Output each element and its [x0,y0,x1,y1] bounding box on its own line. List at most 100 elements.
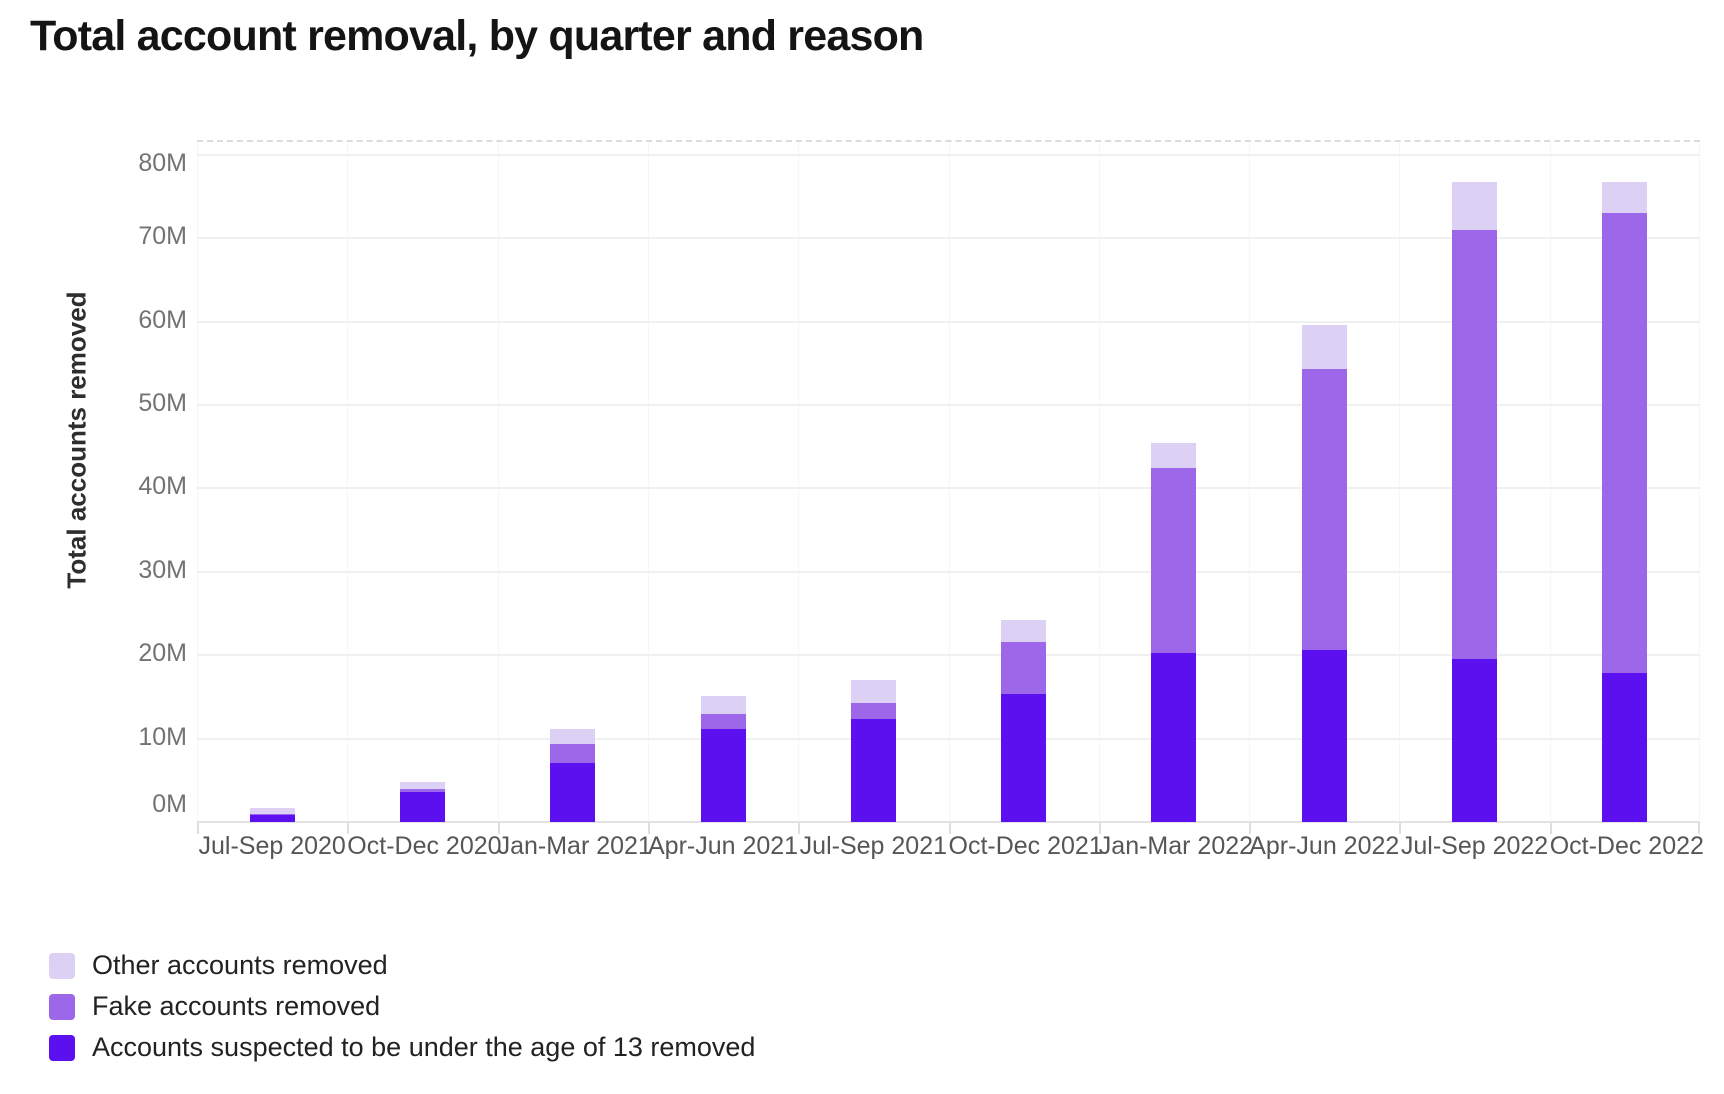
column-separator [1550,142,1551,822]
x-axis-tick [1399,822,1401,834]
bar-segment [550,743,596,763]
bar-Jul-Sep 2021 [850,142,896,822]
plot-area [197,140,1700,834]
bar-Jul-Sep 2022 [1452,142,1498,822]
legend-label: Fake accounts removed [92,991,381,1021]
bar-segment [850,718,896,822]
bar-segment [1001,620,1047,642]
x-axis-tick [1099,822,1101,834]
x-axis-tick-label: Jan-Mar 2022 [1098,832,1254,860]
x-axis-tick-label: Apr-Jun 2022 [1249,832,1400,860]
x-axis-tick-label: Jul-Sep 2021 [799,832,947,860]
bar-Jan-Mar 2022 [1151,142,1197,822]
bar-segment [700,714,746,729]
bar-segment [1151,652,1197,822]
column-separator [648,142,649,822]
bar-segment [1001,641,1047,695]
legend: Other accounts removed Fake accounts remo… [49,950,756,1075]
bar-segment [1602,182,1648,214]
bar-segment [1151,468,1197,653]
bar-Jul-Sep 2020 [249,142,295,822]
x-axis-tick-label: Jul-Sep 2022 [1400,832,1549,860]
legend-swatch [49,993,75,1020]
bar-segment [1151,442,1197,469]
bar-Oct-Dec 2022 [1602,142,1648,822]
legend-swatch [49,1034,75,1061]
x-axis-tick [1550,822,1552,834]
x-axis-tick-label: Jul-Sep 2020 [198,832,346,860]
x-axis-tick [197,822,199,834]
column-separator [1099,142,1100,822]
gridline [197,487,1700,490]
bar-segment [399,789,445,792]
gridline [197,237,1700,240]
bar-segment [1452,229,1498,659]
x-axis-tick-label: Oct-Dec 2021 [948,832,1103,860]
bar-segment [399,791,445,822]
bar-segment [249,813,295,815]
bar-Apr-Jun 2021 [700,142,746,822]
x-axis-line [197,821,1700,823]
bar-segment [1452,658,1498,822]
legend-label: Accounts suspected to be under the age o… [92,1032,756,1062]
bar-segment [700,728,746,822]
x-axis-tick [347,822,349,834]
bar-Apr-Jun 2022 [1301,142,1347,822]
x-axis-tick-label: Jan-Mar 2021 [497,832,652,860]
y-axis-tick-label: 30M [138,555,187,584]
bar-segment [249,814,295,822]
y-axis-tick-label: 60M [138,305,187,334]
x-axis-tick [1698,822,1700,834]
bar-segment [1001,694,1047,822]
bar-segment [1452,181,1498,230]
column-separator [949,142,950,822]
bar-segment [550,728,596,744]
x-axis-tick [498,822,500,834]
x-axis-tick [648,822,650,834]
y-axis-tick-label: 0M [152,790,187,818]
y-axis-tick-label: 40M [138,472,187,501]
y-axis-tick-label: 10M [138,722,187,751]
gridline [197,153,1700,156]
gridline [197,320,1700,323]
column-separator [1699,142,1700,822]
stacked-bar-chart: Total accounts removed 0M 10M 20M 30M 40M 50M… [61,140,1704,860]
column-separator [347,142,348,822]
x-axis-tick [949,822,951,834]
bar-segment [850,680,896,703]
x-axis-tick-label: Oct-Dec 2020 [347,832,502,860]
y-axis-tick-label: 20M [138,639,187,668]
y-axis-tick-label: 80M [138,148,187,177]
legend-label: Other accounts removed [92,950,388,980]
y-axis-tick-label: 50M [138,389,187,417]
column-separator [197,142,198,822]
gridline [197,737,1700,740]
column-separator [498,142,499,822]
bar-segment [700,696,746,715]
x-axis-tick-label: Oct-Dec 2022 [1549,832,1704,860]
legend-item: Fake accounts removed [49,991,755,1021]
bar-Oct-Dec 2021 [1001,142,1047,822]
legend-swatch [49,952,75,979]
chart-title: Total account removal, by quarter and re… [30,12,924,60]
legend-item: Accounts suspected to be under the age o… [49,1032,756,1062]
column-separator [1399,142,1400,822]
bar-Oct-Dec 2020 [399,142,445,822]
y-axis-title: Total accounts removed [61,291,92,589]
x-axis-tick [798,822,800,834]
column-separator [798,142,799,822]
bar-Jan-Mar 2021 [550,142,596,822]
bar-segment [550,762,596,822]
x-axis-tick-label: Apr-Jun 2021 [647,832,799,860]
gridline [197,570,1700,573]
bar-segment [1602,672,1648,822]
column-separator [1249,142,1250,822]
bar-segment [1301,650,1347,822]
bar-segment [249,807,295,814]
bar-segment [399,781,445,790]
bar-segment [1602,213,1648,673]
bar-segment [850,702,896,719]
gridline [197,654,1700,657]
y-axis-tick-label: 70M [138,222,187,251]
